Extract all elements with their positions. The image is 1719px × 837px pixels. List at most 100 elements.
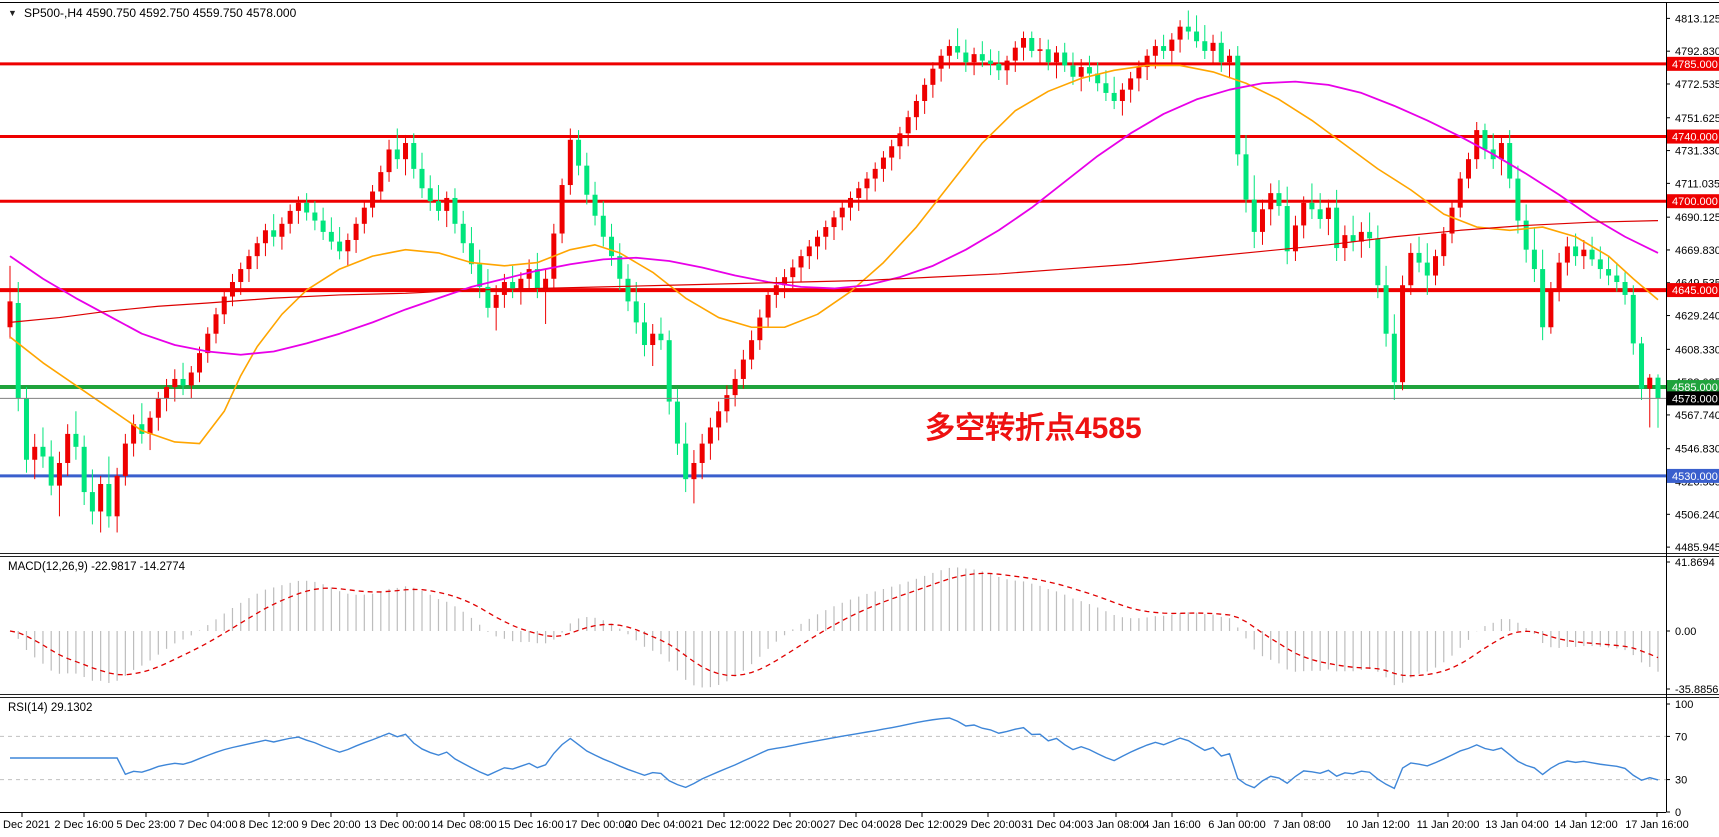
candle-down: [1606, 269, 1612, 276]
candle-up: [262, 230, 268, 244]
price-axis-badges: 4785.000 4740.000 4700.000 4645.000 4585.000…: [1667, 56, 1719, 483]
candle-up: [197, 353, 203, 373]
candle-up: [1408, 252, 1414, 286]
candle-down: [510, 281, 516, 289]
candle-down: [1095, 73, 1101, 84]
candle-up: [172, 378, 178, 388]
macd-axis-tick: 41.8694: [1675, 557, 1715, 569]
rsi-line: [10, 717, 1659, 790]
candle-up: [164, 387, 170, 399]
candle-up: [1342, 235, 1348, 249]
candle-up: [938, 55, 944, 69]
svg-text:4578.000: 4578.000: [1672, 393, 1718, 405]
price-axis-tick: 4506.240: [1675, 509, 1719, 521]
candle-up: [798, 256, 804, 268]
candle-up: [444, 197, 450, 211]
price-axis-tick: 4485.945: [1675, 542, 1719, 554]
current-price-badge: [1667, 391, 1719, 406]
candle-down: [1391, 333, 1397, 383]
candle-up: [1564, 246, 1570, 263]
candle-up: [740, 359, 746, 379]
candle-down: [23, 398, 29, 460]
candle-up: [526, 269, 532, 279]
time-axis-label: 7 Jan 08:00: [1273, 819, 1331, 831]
candle-up: [889, 146, 895, 158]
time-axis-scale[interactable]: 1 Dec 2021 2 Dec 16:005 Dec 23:007 Dec 04…: [0, 812, 1689, 831]
time-axis-label: 3 Jan 08:00: [1087, 819, 1145, 831]
time-axis-label: 7 Dec 04:00: [178, 819, 237, 831]
candle-up: [930, 68, 936, 85]
candle-down: [600, 215, 606, 237]
candle-up: [1021, 37, 1027, 48]
horizontal-level-lines[interactable]: [0, 62, 1666, 478]
candle-up: [1259, 209, 1265, 232]
candle-down: [1515, 178, 1521, 221]
price-badge-4740.000: [1667, 129, 1719, 144]
time-axis-label: 2 Dec 16:00: [54, 819, 113, 831]
candle-up: [880, 157, 886, 169]
price-axis-tick: 4751.625: [1675, 113, 1719, 125]
candle-down: [1235, 55, 1241, 155]
candle-down: [328, 231, 334, 242]
candle-up: [295, 202, 301, 211]
candle-up: [922, 84, 928, 102]
candle-up: [707, 427, 713, 444]
candle-up: [1268, 193, 1274, 210]
rsi-indicator-label: RSI(14) 29.1302: [8, 702, 92, 714]
time-axis-label: 4 Jan 16:00: [1143, 819, 1201, 831]
price-axis-scale[interactable]: 4813.125 4792.830 4772.535 4751.625 4731.330…: [1666, 13, 1719, 554]
rsi-axis-tick: 30: [1675, 775, 1687, 787]
candle-down: [1070, 65, 1076, 77]
candle-up: [1227, 55, 1233, 63]
time-axis-label: 29 Dec 20:00: [955, 819, 1020, 831]
candle-down: [955, 46, 961, 53]
candle-up: [872, 168, 878, 179]
time-axis-label: 6 Jan 00:00: [1208, 819, 1266, 831]
pane-separator-main-macd[interactable]: [0, 553, 1719, 557]
candle-down: [674, 401, 680, 444]
indicator-axis-scale: 41.8694 0.00 -35.8856 100 70 30 0: [1666, 557, 1718, 819]
time-axis-label: 28 Dec 12:00: [889, 819, 954, 831]
candle-down: [411, 143, 417, 169]
candle-down: [658, 333, 664, 341]
candle-up: [32, 446, 38, 460]
rsi-axis-tick: 100: [1675, 699, 1693, 711]
candle-down: [1597, 259, 1603, 270]
candle-down: [625, 278, 631, 302]
candle-down: [427, 188, 433, 202]
pane-separator-macd-rsi[interactable]: [0, 694, 1719, 698]
candle-down: [1523, 220, 1529, 250]
price-badge-4785.000: [1667, 56, 1719, 71]
candle-down: [1424, 262, 1430, 276]
candle-up: [493, 294, 499, 308]
candle-up: [839, 207, 845, 218]
candle-down: [73, 433, 79, 447]
time-axis-label: 11 Jan 20:00: [1417, 819, 1480, 831]
candle-down: [1111, 92, 1117, 102]
candle-up: [1152, 46, 1158, 56]
candle-up: [1498, 143, 1504, 160]
time-axis-label: 14 Jan 12:00: [1554, 819, 1618, 831]
candle-up: [221, 296, 227, 315]
text-annotation-turning-point[interactable]: 多空转折点4585: [925, 412, 1142, 445]
candle-up: [732, 378, 738, 396]
time-axis-label: 31 Dec 04:00: [1021, 819, 1086, 831]
candle-down: [1589, 249, 1595, 260]
time-axis-label: 13 Dec 00:00: [364, 819, 429, 831]
time-axis-label: 27 Dec 04:00: [823, 819, 888, 831]
candle-down: [1284, 206, 1290, 252]
candle-up: [518, 278, 524, 289]
candle-up: [790, 267, 796, 278]
candle-down: [1243, 154, 1249, 200]
svg-text:4645.000: 4645.000: [1672, 285, 1718, 297]
symbol-dropdown-icon[interactable]: ▼: [8, 8, 17, 18]
candle-down: [1045, 49, 1051, 63]
candle-down: [1367, 231, 1373, 239]
candle-up: [1210, 42, 1216, 51]
candle-up: [155, 398, 161, 418]
candle-up: [1119, 89, 1125, 102]
candle-up: [1078, 67, 1084, 77]
candle-up: [1548, 291, 1554, 328]
candle-up: [370, 191, 376, 208]
